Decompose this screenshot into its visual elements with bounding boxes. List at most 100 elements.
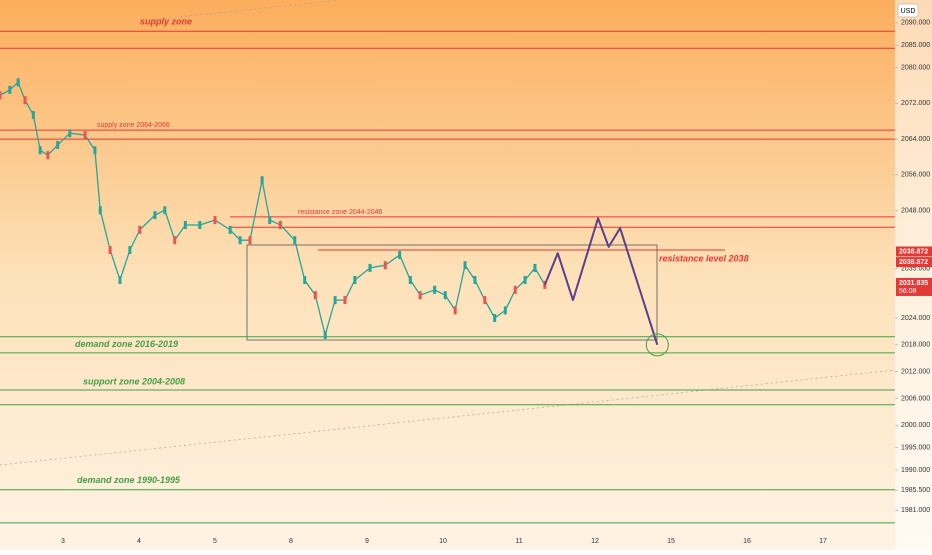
candle [463, 261, 467, 270]
candle [398, 250, 402, 259]
price-label-box [896, 277, 932, 296]
y-tick-label: 2072.000 [901, 100, 930, 107]
x-tick-label: 15 [667, 538, 675, 545]
price-label: 2038.872 [899, 248, 928, 255]
candle [343, 296, 347, 305]
candle [313, 291, 317, 300]
trend-line [149, 0, 341, 21]
zone-label: demand zone 2016-2019 [75, 339, 178, 349]
x-tick-label: 5 [213, 538, 217, 545]
candle [93, 146, 97, 155]
x-tick-label: 10 [439, 538, 447, 545]
candle [173, 236, 177, 245]
candle [353, 275, 357, 284]
candle [68, 129, 72, 138]
candle [56, 140, 60, 149]
zone-label: supply zone [140, 17, 192, 27]
projection-line [543, 217, 659, 346]
candle [46, 151, 50, 160]
candle [260, 176, 264, 185]
x-tick-label: 12 [591, 538, 599, 545]
candle [118, 275, 122, 284]
candle [238, 236, 242, 245]
y-tick-label: 2056.000 [901, 172, 930, 179]
candle [98, 206, 102, 215]
zone-label: resistance zone 2044-2046 [298, 209, 383, 216]
zone-label: demand zone 1990-1995 [77, 475, 181, 485]
candle [38, 146, 42, 155]
candle [323, 330, 327, 339]
candle [533, 263, 537, 272]
currency-box [897, 3, 919, 18]
x-tick-label: 3 [61, 538, 65, 545]
candle [163, 206, 167, 215]
candle [183, 220, 187, 229]
price-label-box [896, 246, 932, 257]
y-tick-label: 2064.000 [901, 136, 930, 143]
price-label: 2038.872 [899, 259, 928, 266]
x-tick-label: 17 [819, 538, 827, 545]
target-circle [645, 333, 669, 357]
candle [8, 85, 12, 94]
candle [23, 96, 27, 105]
candle [523, 275, 527, 284]
candle [128, 246, 132, 255]
zone-label: support zone 2004-2008 [83, 376, 185, 386]
x-tick-label: 4 [137, 538, 141, 545]
y-tick-label: 2085.000 [901, 42, 930, 49]
candle [513, 285, 517, 294]
price-line [0, 81, 546, 336]
y-tick-label: 2000.000 [901, 422, 930, 429]
y-tick-label: 2018.000 [901, 342, 930, 349]
candle [453, 306, 457, 315]
candle [368, 263, 372, 272]
y-tick-label: 2006.000 [901, 395, 930, 402]
candle [418, 291, 422, 300]
candle [138, 225, 142, 234]
price-label-box [896, 257, 932, 268]
candle [293, 236, 297, 245]
x-tick-label: 8 [289, 538, 293, 545]
candle [31, 110, 35, 119]
y-tick-label: 1995.000 [901, 445, 930, 452]
y-tick-label: 2048.000 [901, 208, 930, 215]
candle [268, 216, 272, 225]
y-tick-label: 1990.000 [901, 467, 930, 474]
y-tick-label: 2090.000 [901, 20, 930, 27]
candle [0, 91, 2, 100]
candle [493, 314, 497, 322]
candle [443, 291, 447, 300]
candle [473, 275, 477, 284]
candle [303, 275, 307, 284]
price-label: 2031.835 [899, 280, 928, 287]
y-tick-label: 2080.000 [901, 64, 930, 71]
candle [408, 275, 412, 284]
x-tick-label: 9 [365, 538, 369, 545]
y-tick-label: 2024.000 [901, 315, 930, 322]
price-timer: 56:08 [899, 288, 917, 295]
candle [153, 211, 157, 220]
candle [108, 246, 112, 255]
candle [383, 261, 387, 270]
candle [213, 216, 217, 225]
y-tick-label: 1981.000 [901, 507, 930, 514]
candle [278, 220, 282, 229]
zone-label: resistance level 2038 [659, 253, 749, 263]
candle [248, 236, 252, 245]
candle [503, 306, 507, 315]
x-tick-label: 16 [743, 538, 751, 545]
currency: USD [901, 8, 916, 15]
candle [333, 296, 337, 305]
candle [16, 78, 20, 87]
candle [198, 220, 202, 229]
zone-label: supply zone 2064-2066 [97, 122, 170, 129]
trend-line [0, 369, 896, 466]
y-tick-label: 2012.000 [901, 369, 930, 376]
candle [433, 285, 437, 294]
candle [228, 225, 232, 234]
y-tick-label: 1985.500 [901, 487, 930, 494]
candle [83, 131, 87, 140]
